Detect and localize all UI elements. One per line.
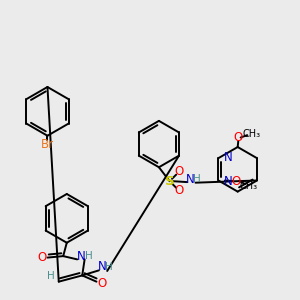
Text: O: O <box>97 277 106 290</box>
Text: N: N <box>224 151 233 164</box>
Text: O: O <box>37 251 46 264</box>
Text: S: S <box>165 175 174 188</box>
Text: N: N <box>98 260 106 273</box>
Text: N: N <box>77 250 86 263</box>
Text: H: H <box>47 271 55 281</box>
Text: CH₃: CH₃ <box>240 182 258 191</box>
Text: CH₃: CH₃ <box>243 129 261 139</box>
Text: H: H <box>85 251 93 261</box>
Text: O: O <box>174 165 183 178</box>
Text: O: O <box>174 184 183 197</box>
Text: Br: Br <box>41 138 54 151</box>
Text: N: N <box>224 175 233 188</box>
Text: O: O <box>234 131 243 144</box>
Text: H: H <box>105 262 113 272</box>
Text: H: H <box>193 174 201 184</box>
Text: O: O <box>232 175 241 188</box>
Text: N: N <box>186 172 194 186</box>
